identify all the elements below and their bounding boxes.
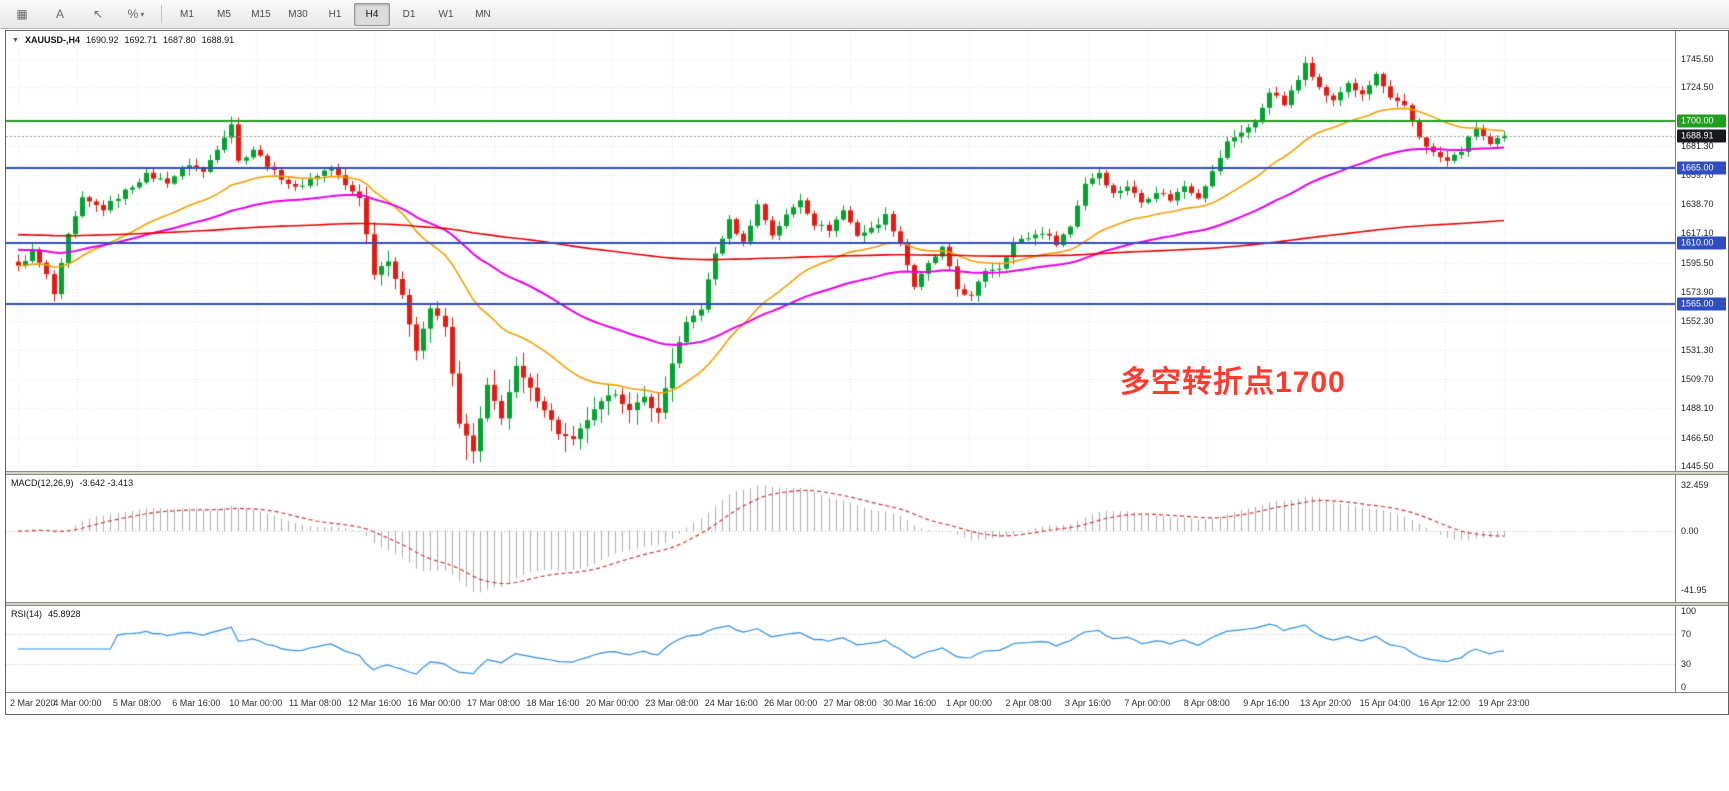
ohlc-open: 1690.92 [85,35,119,45]
ohlc-close: 1688.91 [201,35,235,45]
rsi-canvas[interactable] [6,606,1675,692]
rsi-axis-label: 70 [1681,628,1692,639]
time-axis-label: 20 Mar 00:00 [585,698,639,708]
chart-grid-button[interactable]: ▦ [16,7,28,21]
price-axis-label: 1659.70 [1681,170,1714,181]
time-axis-label: 13 Apr 20:00 [1300,698,1352,708]
price-axis-label: 1638.70 [1681,198,1714,209]
macd-axis-label: 0.00 [1681,526,1699,537]
price-level-badge-1700.00: 1700.00 [1677,114,1726,128]
price-level-badge-1688.91: 1688.91 [1677,129,1726,143]
timeframe-button-MN[interactable]: MN [475,8,491,20]
macd-values: -3.642 -3.413 [79,478,134,488]
time-axis-label: 8 Apr 08:00 [1183,698,1230,708]
chart-title: ▼ XAUUSD-,H4 1690.92 1692.71 1687.80 168… [12,35,234,45]
panel-separator[interactable] [6,471,1728,475]
time-axis-label: 2 Apr 08:00 [1005,698,1052,708]
timeframe-button-H4[interactable]: H4 [354,2,390,26]
time-axis-label: 17 Mar 08:00 [466,698,521,708]
window-background [0,715,1729,791]
macd-axis-label: 32.459 [1681,480,1709,491]
time-axis-label: 23 Mar 08:00 [645,698,699,708]
rsi-axis-label: 100 [1681,606,1697,616]
time-axis-label: 11 Mar 08:00 [289,698,342,708]
price-axis-label: 1745.50 [1681,53,1714,64]
time-axis-label: 1 Apr 00:00 [946,698,993,708]
time-axis-label: 16 Mar 00:00 [407,698,461,708]
time-axis[interactable]: 2 Mar 2020 4 Mar 00:00 5 Mar 08:00 6 Mar 16… [6,692,1728,714]
price-axis-label: 1573.90 [1681,286,1714,297]
rsi-axis-label: 30 [1681,659,1692,670]
time-axis-label: 24 Mar 16:00 [704,698,758,708]
chart-style-dropdown-button[interactable]: % ▾ [127,7,145,21]
price-level-badge-1665.00: 1665.00 [1677,161,1726,175]
ohlc-high: 1692.71 [124,35,158,45]
timeframe-button-W1[interactable]: W1 [438,8,454,20]
macd-scale[interactable]: 32.459 0.00 -41.95 [1675,475,1728,602]
rsi-label: RSI(14) 45.8928 [11,609,81,619]
time-axis-label: 26 Mar 00:00 [764,698,818,708]
tool-button-group: ▦ A ↖ % ▾ [4,3,154,26]
rsi-axis-label: 0 [1681,682,1687,692]
main-chart-canvas[interactable] [6,31,1675,471]
time-axis-label: 27 Mar 08:00 [823,698,877,708]
timeframe-button-group: M1 M5 M15 M30 H1 H4 D1 W1 MN [169,2,501,26]
timeframe-button-M15[interactable]: M15 [251,8,271,20]
time-axis-label: 30 Mar 16:00 [883,698,937,708]
timeframe-button-H1[interactable]: H1 [328,8,342,20]
price-scale[interactable]: 1745.50 1724.50 1681.30 1659.70 1638.70 1617.… [1675,31,1728,471]
time-axis-label: 15 Apr 04:00 [1359,698,1411,708]
time-axis-label: 4 Mar 00:00 [53,698,102,708]
rsi-panel: RSI(14) 45.8928 100 70 30 0 [6,606,1728,692]
time-axis-label: 10 Mar 00:00 [229,698,283,708]
timeframe-button-M30[interactable]: M30 [288,8,308,20]
price-axis-label: 1509.70 [1681,374,1714,385]
ohlc-low: 1687.80 [163,35,196,45]
time-axis-label: 7 Apr 00:00 [1124,698,1171,708]
time-axis-label: 18 Mar 16:00 [526,698,580,708]
macd-axis-label: -41.95 [1681,585,1707,596]
price-axis-label: 1681.30 [1681,141,1714,152]
text-tool-button[interactable]: A [55,7,64,21]
macd-canvas[interactable] [6,475,1675,602]
rsi-scale[interactable]: 100 70 30 0 [1675,606,1728,692]
chart-annotation-text: 多空转折点1700 [1120,366,1346,399]
cursor-tool-button[interactable]: ↖ [92,7,104,21]
toolbar-separator [161,5,162,23]
rsi-value: 45.8928 [48,609,81,619]
one-click-trading-arrow-icon[interactable]: ▼ [12,36,19,44]
time-axis-label: 12 Mar 16:00 [348,698,402,708]
chart-window: ▼ XAUUSD-,H4 1690.92 1692.71 1687.80 168… [5,30,1729,715]
macd-panel: MACD(12,26,9) -3.642 -3.413 32.459 0.00 -4… [6,475,1728,602]
time-axis-label: 5 Mar 08:00 [112,698,161,708]
price-axis-label: 1595.50 [1681,257,1714,268]
time-axis-label: 9 Apr 16:00 [1243,698,1290,708]
price-level-badge-1565.00: 1565.00 [1677,297,1726,311]
chart-symbol-period: XAUUSD-,H4 [24,35,80,45]
price-axis-label: 1552.30 [1681,316,1714,327]
timeframe-button-D1[interactable]: D1 [402,8,416,20]
panel-separator[interactable] [6,602,1728,606]
dropdown-caret-icon: ▾ [140,9,145,19]
time-axis-label: 16 Apr 12:00 [1419,698,1471,708]
price-axis-label: 1617.10 [1681,228,1714,239]
time-axis-label: 2 Mar 2020 [10,698,56,708]
price-axis-label: 1488.10 [1681,403,1714,414]
price-axis-label: 1445.50 [1681,461,1714,471]
time-axis-label: 3 Apr 16:00 [1064,698,1111,708]
time-axis-label: 19 Apr 23:00 [1478,698,1530,708]
rsi-name: RSI(14) [11,609,43,619]
timeframe-button-M1[interactable]: M1 [180,8,194,20]
macd-label: MACD(12,26,9) -3.642 -3.413 [11,478,133,488]
time-axis-label: 6 Mar 16:00 [172,698,221,708]
toolbar: ▦ A ↖ % ▾ M1 M5 M15 M30 H1 H4 D1 W1 MN [0,0,1729,29]
price-axis-label: 1724.50 [1681,82,1714,93]
macd-name: MACD(12,26,9) [11,478,74,488]
main-chart-panel: ▼ XAUUSD-,H4 1690.92 1692.71 1687.80 168… [6,31,1728,471]
price-axis-label: 1531.30 [1681,344,1714,355]
price-axis-label: 1466.50 [1681,432,1714,443]
price-level-badge-1610.00: 1610.00 [1677,236,1726,250]
timeframe-button-M5[interactable]: M5 [217,8,231,20]
